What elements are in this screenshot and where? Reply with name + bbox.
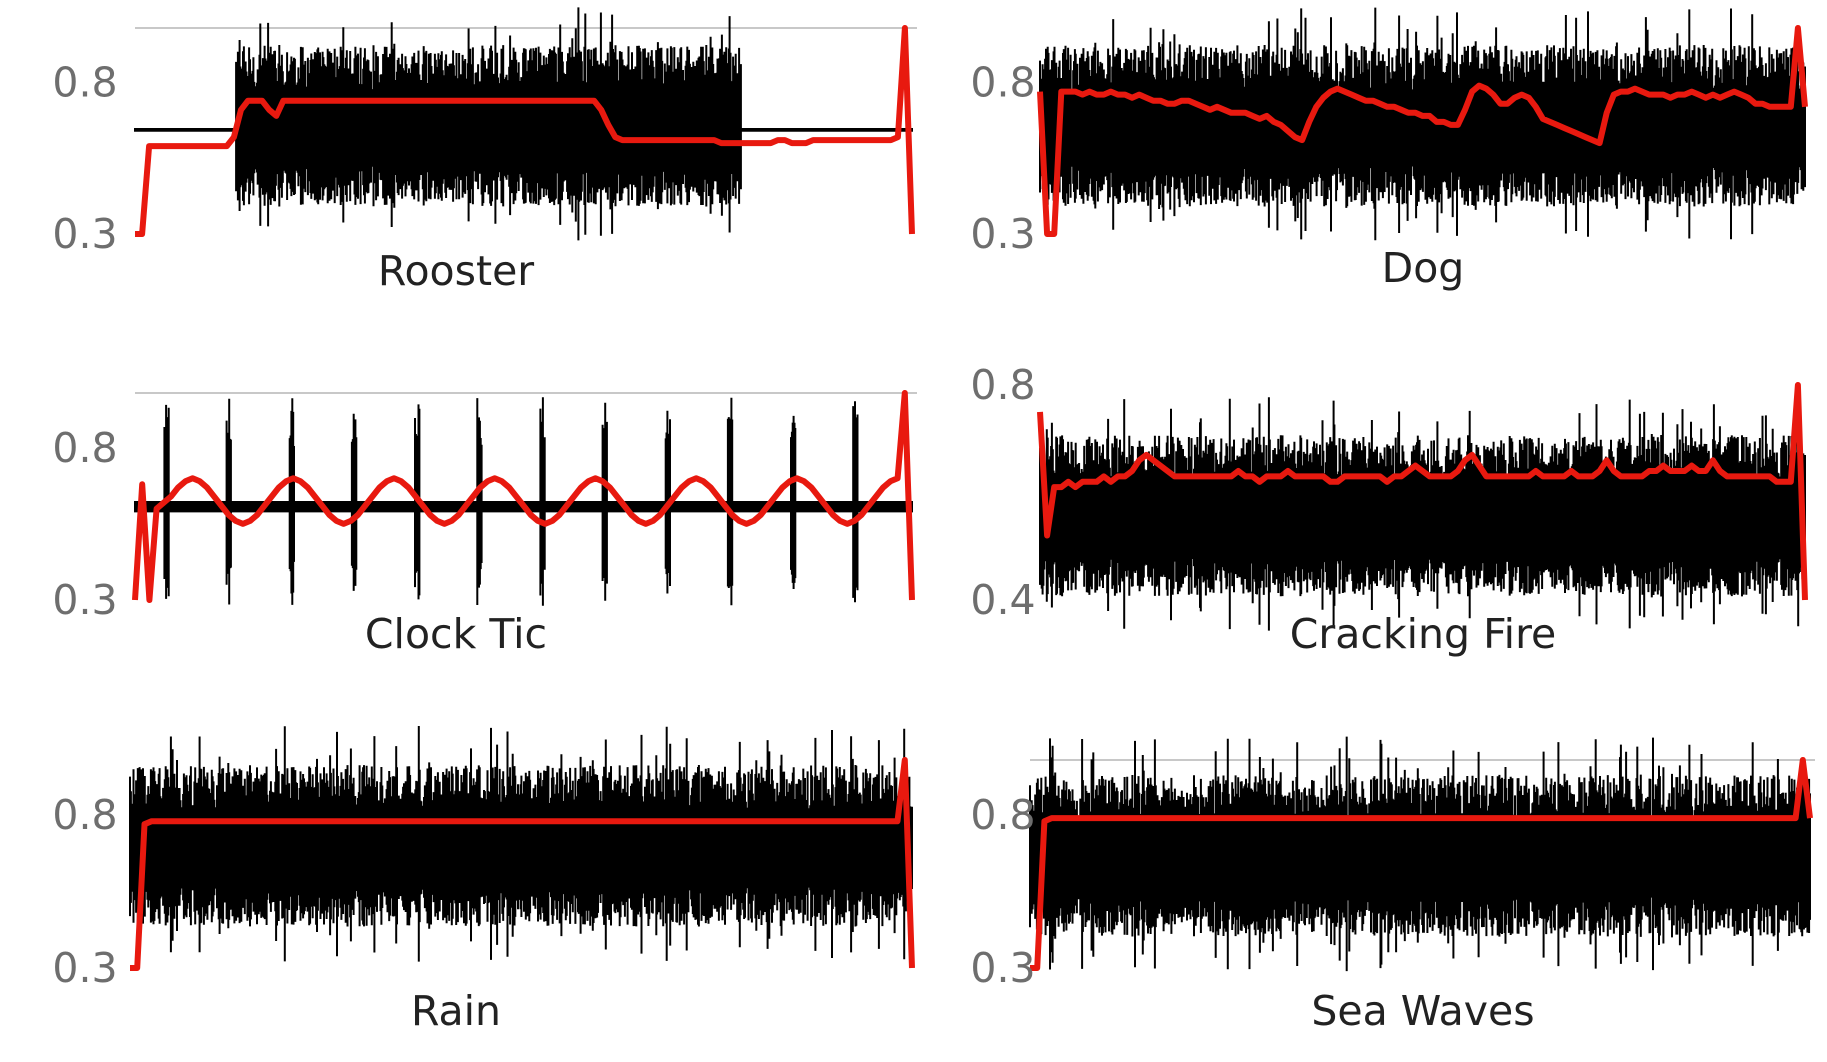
waveform <box>1039 7 1806 241</box>
waveform <box>134 7 913 241</box>
y-tick-label: 0.8 <box>970 59 1035 107</box>
waveform <box>1039 397 1806 631</box>
y-tick-label: 0.4 <box>970 576 1035 624</box>
y-tick-label: 0.8 <box>970 791 1035 839</box>
panel-title: Rain <box>411 987 501 1035</box>
chart-panel: 0.8 0.3 Rooster <box>52 7 917 295</box>
y-tick-label: 0.8 <box>52 791 117 839</box>
chart-panel: 0.8 0.3 Dog <box>970 7 1808 292</box>
chart-panel: 0.8 0.3 Sea Waves <box>970 736 1815 1035</box>
feature-series-line <box>130 757 915 971</box>
y-tick-label: 0.8 <box>970 361 1035 409</box>
panel-title: Rooster <box>378 247 534 295</box>
y-tick-label: 0.3 <box>970 210 1035 258</box>
y-tick-label: 0.3 <box>52 944 117 992</box>
y-tick-label: 0.8 <box>52 424 117 472</box>
y-tick-label: 0.3 <box>52 210 117 258</box>
feature-series-line <box>1037 382 1808 601</box>
panel-title: Dog <box>1382 244 1465 292</box>
panel-title: Sea Waves <box>1311 987 1534 1035</box>
chart-panel: 0.8 0.3 Rain <box>52 726 915 1035</box>
waveform <box>1029 736 1811 972</box>
y-tick-label: 0.3 <box>970 944 1035 992</box>
chart-panel: 0.8 0.4 Cracking Fire <box>970 361 1808 658</box>
feature-series-line <box>1037 25 1808 237</box>
waveform <box>129 726 913 962</box>
feature-series-line <box>1030 757 1813 971</box>
feature-series-line <box>135 25 915 237</box>
feature-series-line <box>132 390 915 603</box>
panel-title: Clock Tic <box>365 610 547 658</box>
y-tick-label: 0.8 <box>52 59 117 107</box>
chart-panel: 0.8 0.3 Clock Tic <box>52 390 917 658</box>
panel-title: Cracking Fire <box>1290 610 1557 658</box>
y-tick-label: 0.3 <box>52 576 117 624</box>
